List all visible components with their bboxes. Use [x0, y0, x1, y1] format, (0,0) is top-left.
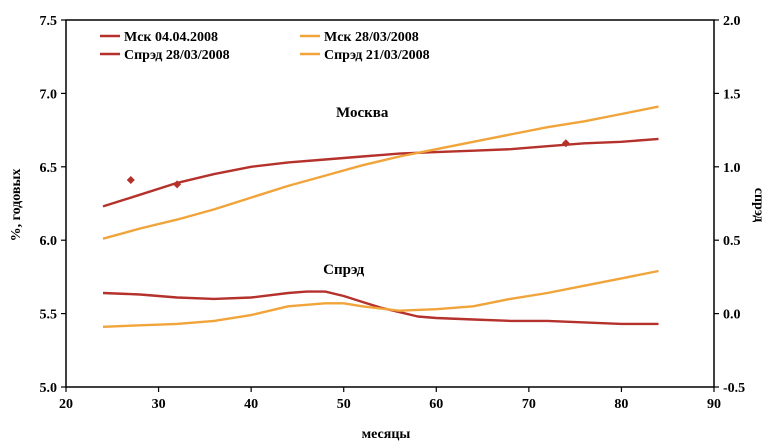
axes: 20 30 40 50 60 70 80 90 5.0 5.5 6.0 6.5 7.0 7.5 -0.5 0.… [40, 14, 746, 412]
y2-tick-label: 0.5 [723, 234, 741, 249]
x-tick-label: 40 [244, 397, 258, 412]
x-tick-label: 30 [152, 397, 166, 412]
x-tick-label: 70 [522, 397, 536, 412]
legend-label: Спрэд 21/03/2008 [324, 48, 430, 63]
legend-label: Мск 04.04.2008 [124, 30, 218, 45]
y-tick-label: 5.0 [40, 381, 58, 396]
y-tick-label: 5.5 [40, 308, 58, 323]
y-axis-title: %, годовых [9, 169, 24, 242]
annotation-label: Москва [336, 105, 389, 121]
y2-tick-label: 2.0 [723, 14, 741, 29]
series-line-2 [102, 105, 659, 240]
annotations: Москва Спрэд [323, 105, 389, 278]
series-line-4 [102, 269, 659, 328]
y2-tick-label: 1.0 [723, 161, 741, 176]
legend: Мск 04.04.2008 Мск 28/03/2008 Спрэд 28/03/… [100, 30, 430, 63]
y2-tick-label: 1.5 [723, 87, 741, 102]
series-line-3 [102, 290, 659, 326]
series-line-1 [102, 137, 659, 208]
y-tick-label: 7.0 [40, 87, 58, 102]
y-tick-label: 6.0 [40, 234, 58, 249]
y2-tick-label: -0.5 [723, 381, 745, 396]
x-tick-label: 50 [337, 397, 351, 412]
x-tick-label: 20 [59, 397, 73, 412]
y2-tick-label: 0.0 [723, 308, 741, 323]
legend-label: Мск 28/03/2008 [324, 30, 419, 45]
data-point-marker [126, 176, 135, 185]
y-tick-label: 7.5 [40, 14, 58, 29]
y-tick-label: 6.5 [40, 161, 58, 176]
data-point-marker [561, 139, 570, 148]
annotation-label: Спрэд [323, 262, 365, 278]
series-layer [102, 105, 659, 328]
legend-label: Спрэд 28/03/2008 [124, 48, 230, 63]
x-axis-title: месяцы [362, 427, 411, 441]
y2-axis-title: спрэд [751, 188, 766, 222]
x-tick-label: 60 [429, 397, 443, 412]
x-tick-label: 80 [614, 397, 628, 412]
x-tick-label: 90 [707, 397, 721, 412]
data-point-marker [173, 180, 182, 189]
plot-frame [65, 19, 715, 388]
